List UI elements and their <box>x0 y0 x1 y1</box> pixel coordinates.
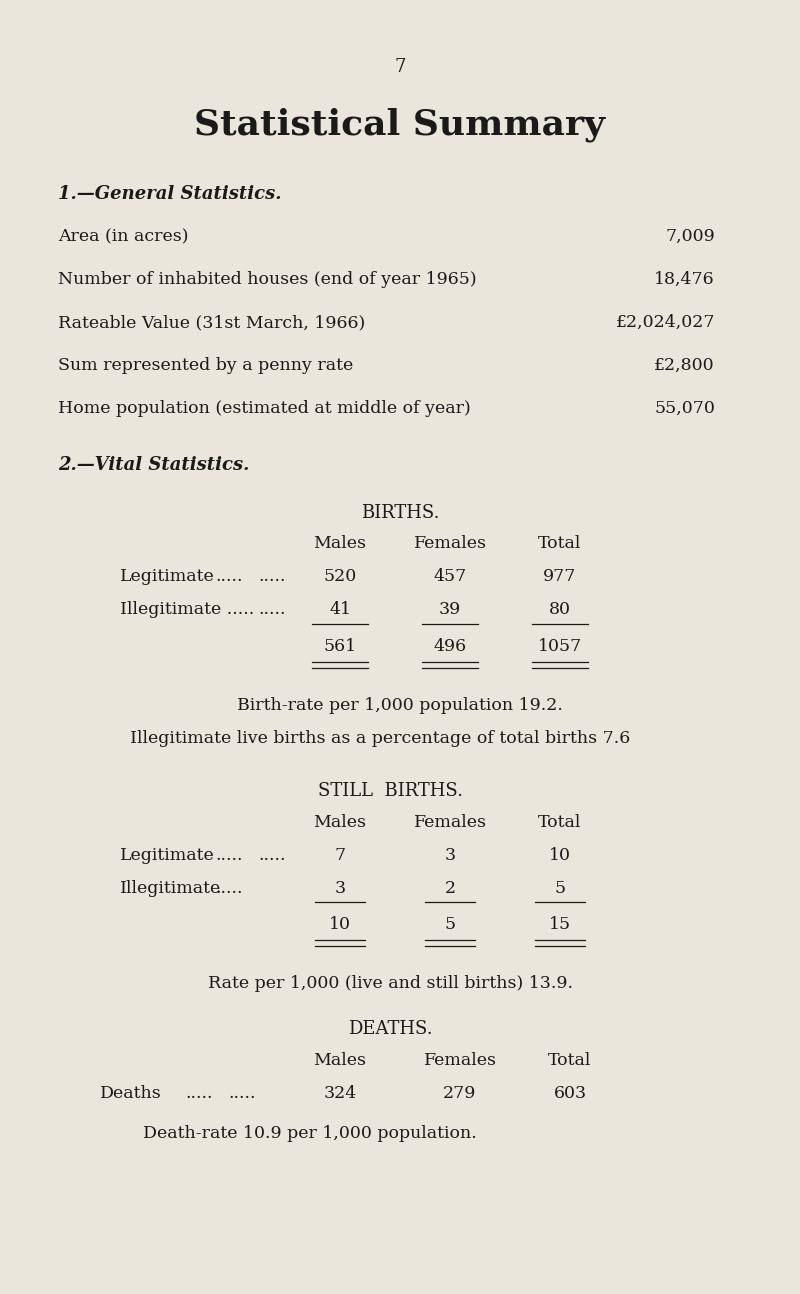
Text: .....: ..... <box>258 600 286 619</box>
Text: Illegitimate live births as a percentage of total births 7.6: Illegitimate live births as a percentage… <box>130 730 630 747</box>
Text: 10: 10 <box>329 916 351 933</box>
Text: .....: ..... <box>215 848 242 864</box>
Text: 496: 496 <box>434 638 466 655</box>
Text: 3: 3 <box>445 848 455 864</box>
Text: 1.—General Statistics.: 1.—General Statistics. <box>58 185 282 203</box>
Text: Total: Total <box>538 814 582 831</box>
Text: Legitimate: Legitimate <box>120 848 214 864</box>
Text: Females: Females <box>414 814 486 831</box>
Text: 80: 80 <box>549 600 571 619</box>
Text: 977: 977 <box>543 568 577 585</box>
Text: STILL  BIRTHS.: STILL BIRTHS. <box>318 782 462 800</box>
Text: 2.—Vital Statistics.: 2.—Vital Statistics. <box>58 455 250 474</box>
Text: £2,024,027: £2,024,027 <box>615 314 715 331</box>
Text: 5: 5 <box>554 880 566 897</box>
Text: Deaths: Deaths <box>100 1084 162 1102</box>
Text: Females: Females <box>423 1052 497 1069</box>
Text: Area (in acres): Area (in acres) <box>58 228 189 245</box>
Text: 7,009: 7,009 <box>666 228 715 245</box>
Text: Sum represented by a penny rate: Sum represented by a penny rate <box>58 357 354 374</box>
Text: Illegitimate: Illegitimate <box>120 880 222 897</box>
Text: 1057: 1057 <box>538 638 582 655</box>
Text: Males: Males <box>314 1052 366 1069</box>
Text: 5: 5 <box>445 916 455 933</box>
Text: 324: 324 <box>323 1084 357 1102</box>
Text: 15: 15 <box>549 916 571 933</box>
Text: 7: 7 <box>334 848 346 864</box>
Text: 55,070: 55,070 <box>654 400 715 417</box>
Text: Rate per 1,000 (live and still births) 13.9.: Rate per 1,000 (live and still births) 1… <box>207 974 573 992</box>
Text: Statistical Summary: Statistical Summary <box>194 107 606 142</box>
Text: 41: 41 <box>329 600 351 619</box>
Text: 2: 2 <box>445 880 455 897</box>
Text: 457: 457 <box>434 568 466 585</box>
Text: .....: ..... <box>258 848 286 864</box>
Text: Females: Females <box>414 534 486 553</box>
Text: 603: 603 <box>554 1084 586 1102</box>
Text: BIRTHS.: BIRTHS. <box>361 503 439 521</box>
Text: 520: 520 <box>323 568 357 585</box>
Text: 39: 39 <box>439 600 461 619</box>
Text: .....: ..... <box>258 568 286 585</box>
Text: £2,800: £2,800 <box>654 357 715 374</box>
Text: Illegitimate .....: Illegitimate ..... <box>120 600 254 619</box>
Text: .....: ..... <box>228 1084 255 1102</box>
Text: Total: Total <box>538 534 582 553</box>
Text: Legitimate: Legitimate <box>120 568 214 585</box>
Text: 7: 7 <box>394 58 406 76</box>
Text: .....: ..... <box>215 568 242 585</box>
Text: 10: 10 <box>549 848 571 864</box>
Text: Number of inhabited houses (end of year 1965): Number of inhabited houses (end of year … <box>58 270 477 289</box>
Text: Death-rate 10.9 per 1,000 population.: Death-rate 10.9 per 1,000 population. <box>143 1124 477 1143</box>
Text: 279: 279 <box>443 1084 477 1102</box>
Text: .....: ..... <box>185 1084 213 1102</box>
Text: 18,476: 18,476 <box>654 270 715 289</box>
Text: Total: Total <box>548 1052 592 1069</box>
Text: 561: 561 <box>323 638 357 655</box>
Text: Males: Males <box>314 534 366 553</box>
Text: 3: 3 <box>334 880 346 897</box>
Text: Rateable Value (31st March, 1966): Rateable Value (31st March, 1966) <box>58 314 366 331</box>
Text: Birth-rate per 1,000 population 19.2.: Birth-rate per 1,000 population 19.2. <box>237 697 563 714</box>
Text: Home population (estimated at middle of year): Home population (estimated at middle of … <box>58 400 470 417</box>
Text: DEATHS.: DEATHS. <box>348 1020 432 1038</box>
Text: Males: Males <box>314 814 366 831</box>
Text: .....: ..... <box>215 880 242 897</box>
